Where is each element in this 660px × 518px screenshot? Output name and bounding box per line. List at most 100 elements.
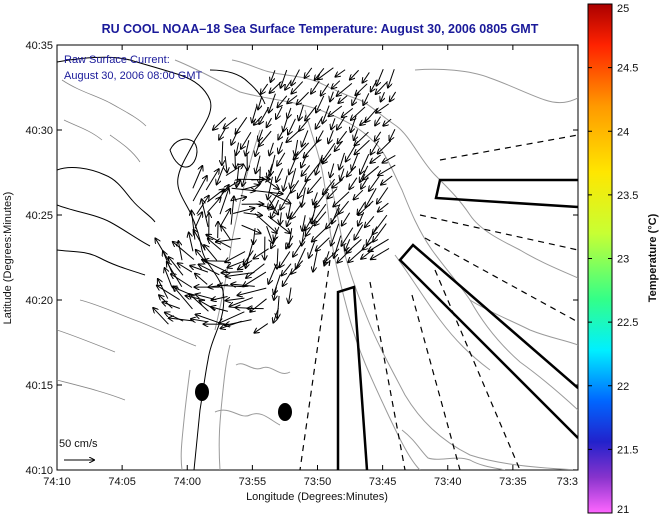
current-vector <box>331 223 340 246</box>
current-vector <box>204 245 218 261</box>
current-vector <box>363 93 370 105</box>
current-vector <box>291 69 300 86</box>
current-vector <box>331 118 335 129</box>
current-vector <box>335 140 343 151</box>
current-vector <box>231 284 255 286</box>
current-vector <box>213 117 227 129</box>
x-tick-label: 73:50 <box>304 476 332 488</box>
current-vector <box>287 95 298 103</box>
current-vector <box>268 263 277 284</box>
colorbar-tick-label: 24.5 <box>617 63 638 75</box>
current-vector <box>283 117 288 131</box>
current-vector <box>382 155 396 162</box>
x-tick-label: 74:10 <box>43 476 71 488</box>
current-vector <box>352 91 360 105</box>
current-vector <box>375 116 381 126</box>
current-vector <box>317 130 324 143</box>
survey-swaths <box>336 178 578 470</box>
current-vector <box>243 271 267 286</box>
current-vector <box>229 297 253 307</box>
current-vector <box>355 139 370 154</box>
current-vector <box>289 153 299 175</box>
survey-dashed-lines <box>299 134 578 470</box>
current-vector <box>363 239 375 250</box>
current-vector <box>332 80 341 89</box>
current-vector <box>222 272 243 273</box>
current-vector <box>341 227 354 246</box>
current-vector <box>376 103 389 113</box>
current-vector <box>337 82 353 96</box>
current-vector <box>381 91 385 101</box>
current-vector <box>376 81 388 94</box>
current-vector <box>313 249 318 272</box>
current-vector <box>369 176 380 191</box>
current-vector <box>274 286 277 300</box>
colorbar-tick-label: 22.5 <box>617 317 638 329</box>
current-vector <box>383 118 392 126</box>
y-tick-label: 40:20 <box>25 295 53 307</box>
current-vector <box>241 185 259 191</box>
current-vector <box>390 91 397 101</box>
current-vector <box>291 81 304 94</box>
current-vector <box>216 237 241 242</box>
current-vector <box>277 95 288 107</box>
current-vector <box>206 189 224 203</box>
current-vector <box>299 119 309 131</box>
current-vector <box>289 287 291 303</box>
current-vector <box>332 179 344 187</box>
current-vector <box>224 117 238 129</box>
current-vector <box>316 116 324 128</box>
current-vector <box>269 93 276 113</box>
current-vector <box>371 140 379 155</box>
current-vector <box>237 287 267 295</box>
current-vector <box>348 247 365 262</box>
current-vector <box>199 264 220 276</box>
current-vector <box>254 115 263 125</box>
current-vector <box>291 180 300 192</box>
current-vector <box>231 197 234 225</box>
current-vector <box>157 286 180 301</box>
current-vector <box>245 140 248 155</box>
current-vector <box>232 208 254 215</box>
current-vector <box>225 319 252 326</box>
current-vector <box>259 130 272 146</box>
current-vector <box>361 249 374 258</box>
colorbar-ticks: 25 24.5 24 23.5 23 22.5 22 21.5 21 <box>588 3 638 516</box>
current-vector <box>367 226 378 245</box>
current-vector <box>360 117 370 125</box>
current-vector <box>346 141 359 161</box>
current-vector <box>219 209 230 228</box>
current-vector <box>274 226 280 240</box>
current-vector <box>302 215 305 231</box>
current-vector <box>254 213 277 233</box>
x-axis-label: Longitude (Degrees:Minutes) <box>246 491 388 503</box>
current-vector <box>208 239 222 251</box>
current-vector <box>314 211 327 226</box>
current-vector <box>358 200 374 215</box>
current-vector <box>318 67 334 80</box>
current-vector <box>235 152 236 168</box>
current-vector <box>174 286 193 310</box>
y-tick-label: 40:10 <box>25 465 53 477</box>
current-vector <box>165 268 172 287</box>
current-vector <box>351 115 357 133</box>
current-vector <box>271 70 276 82</box>
current-vector <box>305 214 315 231</box>
current-vector <box>286 130 300 142</box>
current-vector <box>337 130 348 143</box>
current-vector <box>221 226 232 241</box>
current-vector <box>280 251 291 268</box>
current-vector <box>302 130 309 146</box>
x-tick-label: 74:00 <box>173 476 201 488</box>
colorbar-tick-label: 21 <box>617 504 629 516</box>
current-vector <box>309 239 316 258</box>
x-tick-label: 73:45 <box>369 476 397 488</box>
current-vector <box>290 168 297 188</box>
plot-area <box>56 44 579 471</box>
current-vectors <box>153 67 397 333</box>
current-vector <box>342 212 351 226</box>
current-vector <box>267 117 272 127</box>
current-vector <box>202 199 209 227</box>
current-vector <box>192 176 207 202</box>
y-tick-label: 40:30 <box>25 125 53 137</box>
